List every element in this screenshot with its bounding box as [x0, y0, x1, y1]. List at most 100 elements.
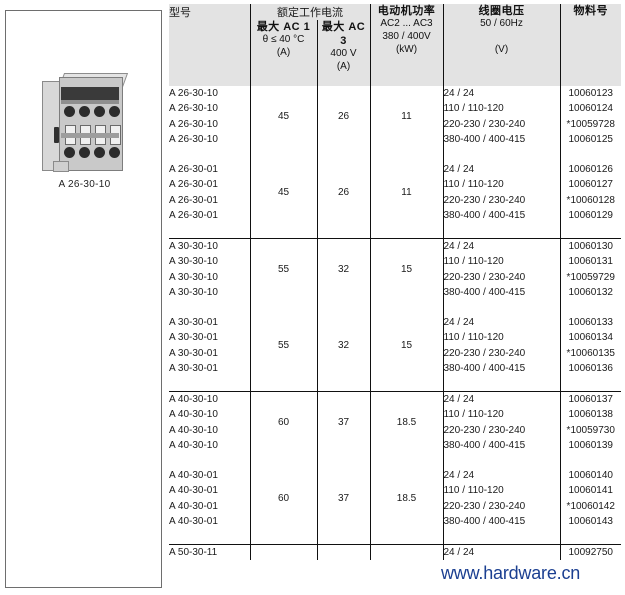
current-ac3-line2: 400 V — [330, 48, 357, 60]
column-header-coil-voltage: 线圈电压 50 / 60Hz (V) — [443, 4, 561, 74]
current-ac3-unit: (A) — [336, 60, 351, 72]
cell-part-number: 10060126 — [568, 163, 614, 175]
spacer-cell — [169, 376, 251, 392]
header-row-sub: 最大 AC 1 θ ≤ 40 °C (A) 最大 AC 3 400 V (A) — [169, 20, 621, 74]
spacer-cell — [370, 147, 444, 162]
spacer-cell — [370, 73, 444, 86]
spacer-cell — [560, 376, 621, 392]
spacer-cell — [317, 223, 371, 239]
cell-coil-voltage: 110 / 110-120 — [443, 330, 561, 346]
cell-motor-power: 15 — [370, 314, 444, 377]
table-row: A 40-30-10 60 37 18.5 24 / 24 10060137 — [169, 391, 621, 454]
cell-rated-current-ac3: 26 — [317, 161, 371, 224]
spacer-cell — [443, 223, 561, 239]
group-separator — [169, 376, 621, 392]
cell-rated-current-ac3: 32 — [317, 238, 371, 301]
current-ac3-line1: 最大 AC 3 — [321, 21, 366, 48]
spacer-cell — [443, 376, 561, 392]
spacer-cell — [370, 529, 444, 545]
contactor-upper-dark-band — [60, 87, 119, 100]
cell-part-number: 10060140 — [568, 469, 614, 481]
table-body: A 26-30-10 45 26 11 24 / 24 10060123 A 26-30-1… — [169, 85, 621, 561]
contactor-terminal — [93, 106, 105, 117]
cell-model: A 30-30-01 — [169, 314, 251, 331]
contactor-terminal — [108, 147, 120, 158]
cell-model: A 26-30-01 — [169, 177, 251, 193]
cell-part-number: 10060137 — [568, 393, 614, 405]
current-ac1-line2: θ ≤ 40 °C — [262, 34, 305, 46]
cell-rated-current-ac3: 32 — [317, 314, 371, 377]
motor-power-line2: AC2 ... AC3 — [380, 18, 433, 30]
cell-rated-current-ac1 — [250, 544, 318, 561]
cell-part-number: *10059730 — [566, 424, 615, 436]
spacer-cell — [370, 453, 444, 468]
spacer-cell — [169, 453, 251, 468]
cell-motor-power: 18.5 — [370, 391, 444, 454]
contactor-backplate-slot — [53, 127, 59, 143]
contactor-lower-band — [60, 133, 119, 138]
table-row: A 26-30-01 45 26 11 24 / 24 10060126 — [169, 161, 621, 224]
product-caption: A 26-30-10 — [58, 179, 111, 190]
cell-rated-current-ac1: 60 — [250, 391, 318, 454]
cell-motor-power: 18.5 — [370, 467, 444, 530]
contactor-mid-band — [60, 100, 119, 104]
table-row: A 30-30-01 220-230 / 230-240 *10060135 — [169, 345, 621, 362]
cell-coil-voltage: 380-400 / 400-415 — [443, 361, 561, 377]
coil-voltage-unit: (V) — [494, 43, 509, 55]
cell-part-number: 10060134 — [568, 332, 614, 344]
cell-motor-power: 15 — [370, 238, 444, 301]
spacer-cell — [560, 529, 621, 545]
cell-coil-voltage: 220-230 / 230-240 — [443, 498, 561, 515]
motor-power-line1: 电动机功率 — [377, 5, 436, 17]
cell-part-number: 10060125 — [568, 134, 614, 146]
cell-model: A 30-30-01 — [169, 330, 251, 346]
header-row-top: 型号 额定工作电流 电动机功率 AC2 ... AC3 380 / 400V (… — [169, 4, 621, 74]
table-row: A 26-30-10 220-230 / 230-240 *10059728 — [169, 116, 621, 133]
spacer-cell — [169, 223, 251, 239]
cell-part-number: 10060131 — [568, 256, 614, 268]
spacer-cell — [560, 301, 621, 315]
cell-part-number: *10060135 — [566, 347, 615, 359]
table-row: A 30-30-01 110 / 110-120 10060134 — [169, 330, 621, 346]
table-header: 型号 额定工作电流 电动机功率 AC2 ... AC3 380 / 400V (… — [169, 4, 621, 86]
group-gap — [169, 300, 621, 315]
contactor-terminal — [63, 106, 75, 117]
table-row: A 40-30-01 110 / 110-120 10060141 — [169, 483, 621, 499]
spacer-cell — [317, 529, 371, 545]
cell-model: A 26-30-10 — [169, 85, 251, 102]
column-header-rated-current-group: 额定工作电流 — [250, 4, 371, 20]
column-header-current-ac3: 最大 AC 3 400 V (A) — [317, 20, 371, 74]
table-row: A 50-30-11 24 / 24 10092750 — [169, 544, 621, 561]
table-row: A 30-30-10 110 / 110-120 10060131 — [169, 254, 621, 270]
cell-model: A 26-30-10 — [169, 101, 251, 117]
spacer-cell — [250, 453, 318, 468]
cell-part-number: 10060124 — [568, 103, 614, 115]
spacer-cell — [169, 300, 251, 315]
table-row: A 26-30-10 110 / 110-120 10060124 — [169, 101, 621, 117]
spacer-cell — [370, 223, 444, 239]
spacer-cell — [250, 300, 318, 315]
header-bottom-spacer — [169, 73, 621, 86]
cell-coil-voltage: 24 / 24 — [443, 544, 561, 561]
cell-part-number: 10060123 — [568, 87, 614, 99]
cell-part-number: 10060138 — [568, 409, 614, 421]
group-separator — [169, 223, 621, 239]
spacer-cell — [250, 147, 318, 162]
spacer-cell — [169, 147, 251, 162]
table-row: A 30-30-10 220-230 / 230-240 *10059729 — [169, 269, 621, 286]
current-ac1-line1: 最大 AC 1 — [256, 21, 311, 33]
table-row: A 30-30-10 380-400 / 400-415 10060132 — [169, 285, 621, 301]
specification-table: 型号 额定工作电流 电动机功率 AC2 ... AC3 380 / 400V (… — [169, 4, 621, 561]
cell-model: A 30-30-01 — [169, 361, 251, 377]
cell-coil-voltage: 110 / 110-120 — [443, 177, 561, 193]
cell-coil-voltage: 24 / 24 — [443, 85, 561, 102]
table-row: A 40-30-01 220-230 / 230-240 *10060142 — [169, 498, 621, 515]
cell-coil-voltage: 220-230 / 230-240 — [443, 269, 561, 286]
coil-voltage-line1: 线圈电压 — [478, 5, 525, 17]
cell-part-number: 10060139 — [568, 440, 614, 452]
cell-coil-voltage: 24 / 24 — [443, 391, 561, 408]
cell-part-number: 10060136 — [568, 363, 614, 375]
spacer-cell — [560, 454, 621, 468]
cell-model: A 40-30-01 — [169, 483, 251, 499]
coil-voltage-line2: 50 / 60Hz — [480, 18, 523, 30]
